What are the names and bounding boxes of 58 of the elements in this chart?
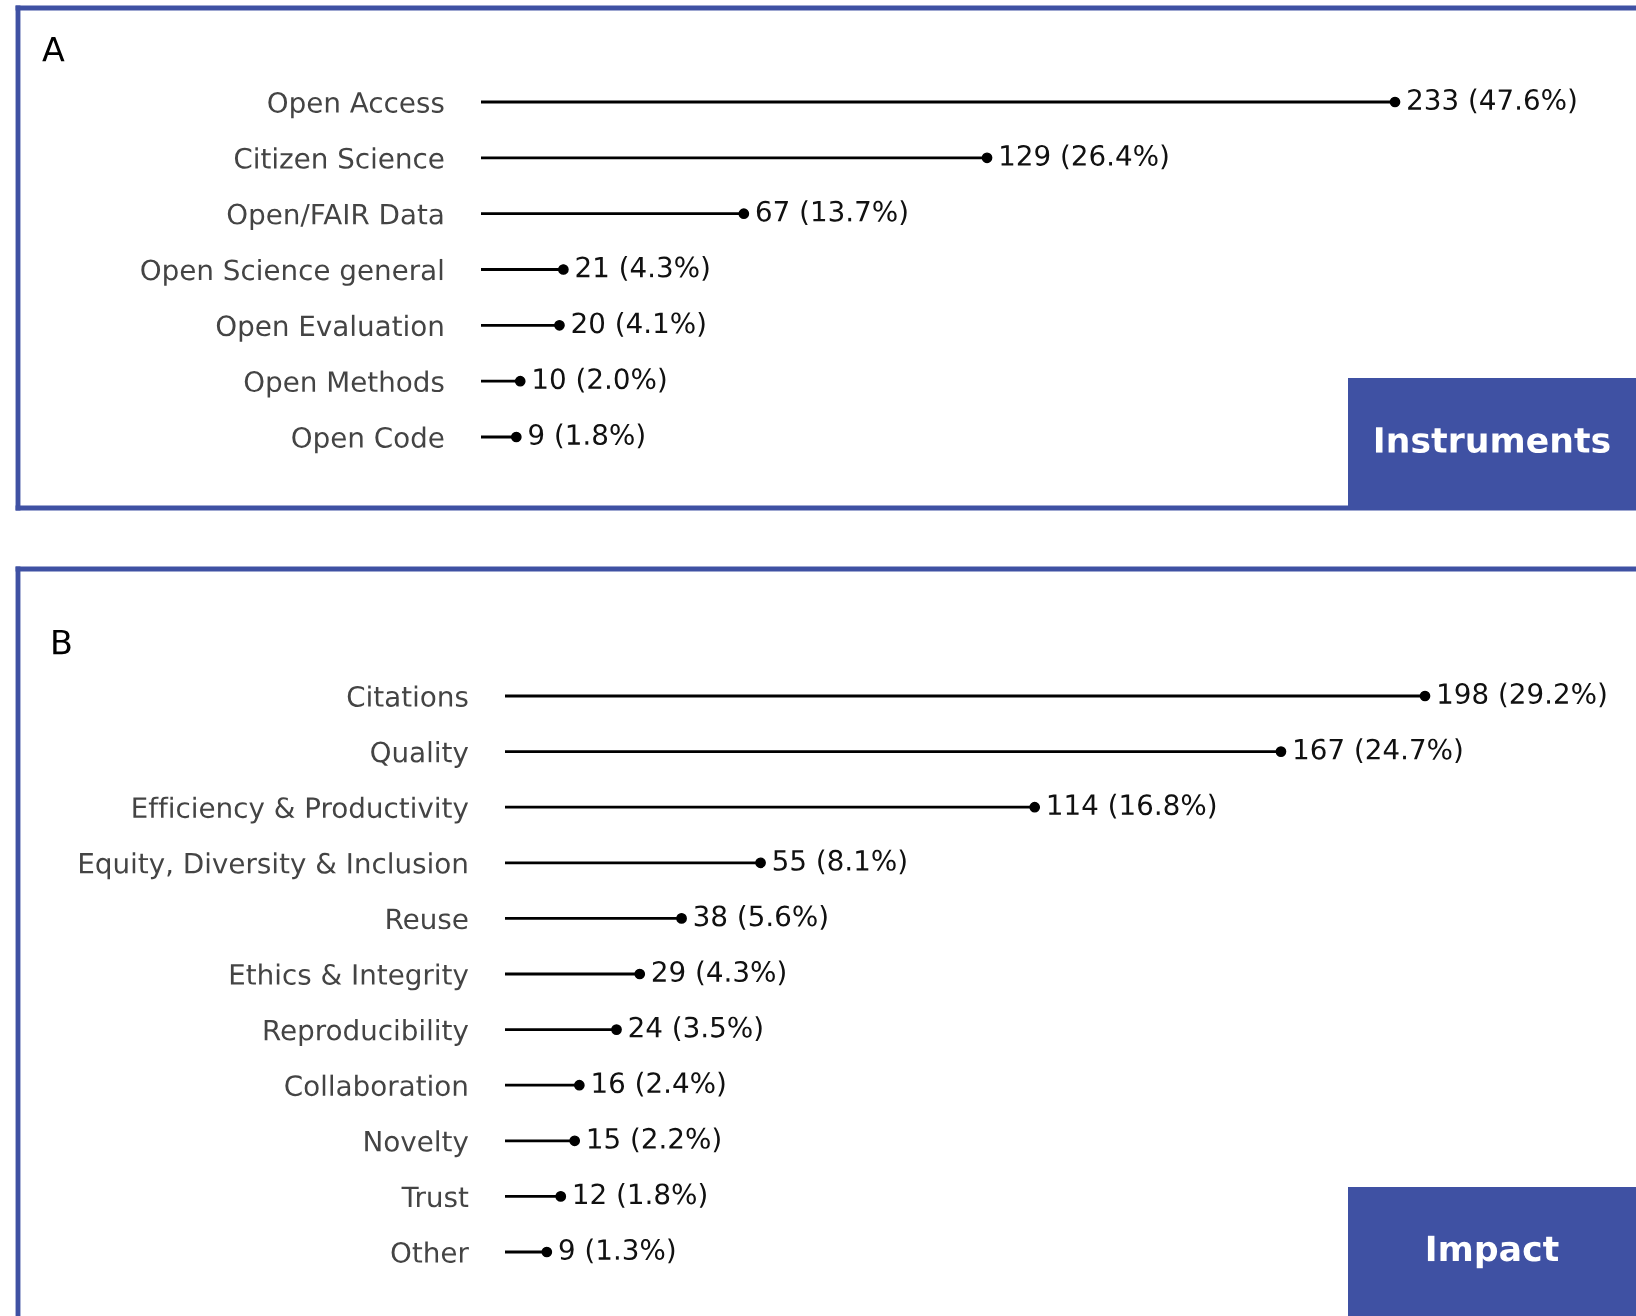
y-tick-label: Open Access [268, 91, 444, 119]
point [738, 208, 750, 220]
y-tick-label: Open Methods [244, 370, 444, 398]
data-label: 129 (26.4%) [1001, 144, 1168, 170]
data-label: 20 (4.1%) [572, 311, 705, 337]
y-tick-label: Reproducibility [264, 1019, 469, 1046]
point [558, 264, 569, 275]
data-label: 67 (13.7%) [756, 200, 907, 225]
y-tick-label: Open Evaluation [216, 314, 443, 342]
annotation: Instruments [1375, 427, 1610, 454]
y-tick-label: Open Science general [141, 258, 443, 286]
y-tick-label: Quality [371, 741, 469, 768]
point [634, 968, 646, 980]
data-label: 167 (24.7%) [1295, 738, 1462, 763]
text: Impact [1427, 1235, 1559, 1269]
point [510, 431, 522, 443]
y-tick-label: Open/FAIR Data [227, 203, 443, 230]
point [1389, 96, 1401, 108]
point [541, 1246, 553, 1258]
y-tick-label: Ethics & Integrity [230, 963, 469, 991]
data-label: 114 (16.8%) [1048, 793, 1216, 819]
point [981, 152, 993, 164]
point [676, 913, 687, 924]
y-tick-label: Efficiency & Productivity [133, 796, 469, 824]
point [569, 1135, 581, 1147]
point [1419, 690, 1431, 702]
point [1275, 746, 1287, 757]
y-tick-label: Collaboration [285, 1074, 467, 1097]
y-tick-label: Equity, Diversity & Inclusion [80, 852, 467, 880]
data-label: 233 (47.6%) [1408, 88, 1576, 114]
point [554, 319, 565, 331]
y-tick-label: Citizen Science [234, 147, 444, 169]
data-label: 24 (3.5%) [629, 1016, 762, 1041]
data-label: 12 (1.8%) [574, 1182, 706, 1208]
data-label: 9 (1.3%) [559, 1238, 675, 1264]
point [573, 1079, 585, 1091]
y-tick-label: Other [391, 1241, 469, 1263]
point [755, 857, 766, 869]
data-label: 15 (2.2%) [588, 1127, 720, 1153]
data-label: 9 (1.8%) [529, 423, 644, 449]
y-tick-label: Trust [401, 1186, 469, 1208]
data-label: 55 (8.1%) [773, 849, 906, 875]
point [514, 375, 526, 387]
data-label: 198 (29.2%) [1439, 682, 1606, 708]
text: B [53, 629, 71, 655]
y-tick-label: Novelty [365, 1130, 469, 1158]
data-label: 29 (4.3%) [652, 960, 785, 986]
point [611, 1024, 622, 1035]
data-label: 16 (2.4%) [593, 1071, 725, 1097]
data-label: 38 (5.6%) [694, 904, 827, 930]
y-tick-label: Citations [347, 685, 468, 707]
data-label: 21 (4.3%) [576, 256, 709, 281]
point [1029, 801, 1041, 813]
y-tick-label: Reuse [387, 908, 468, 930]
text: A [42, 36, 65, 62]
data-label: 10 (2.0%) [534, 367, 666, 393]
point [555, 1191, 567, 1202]
y-tick-label: Open Code [292, 426, 444, 454]
